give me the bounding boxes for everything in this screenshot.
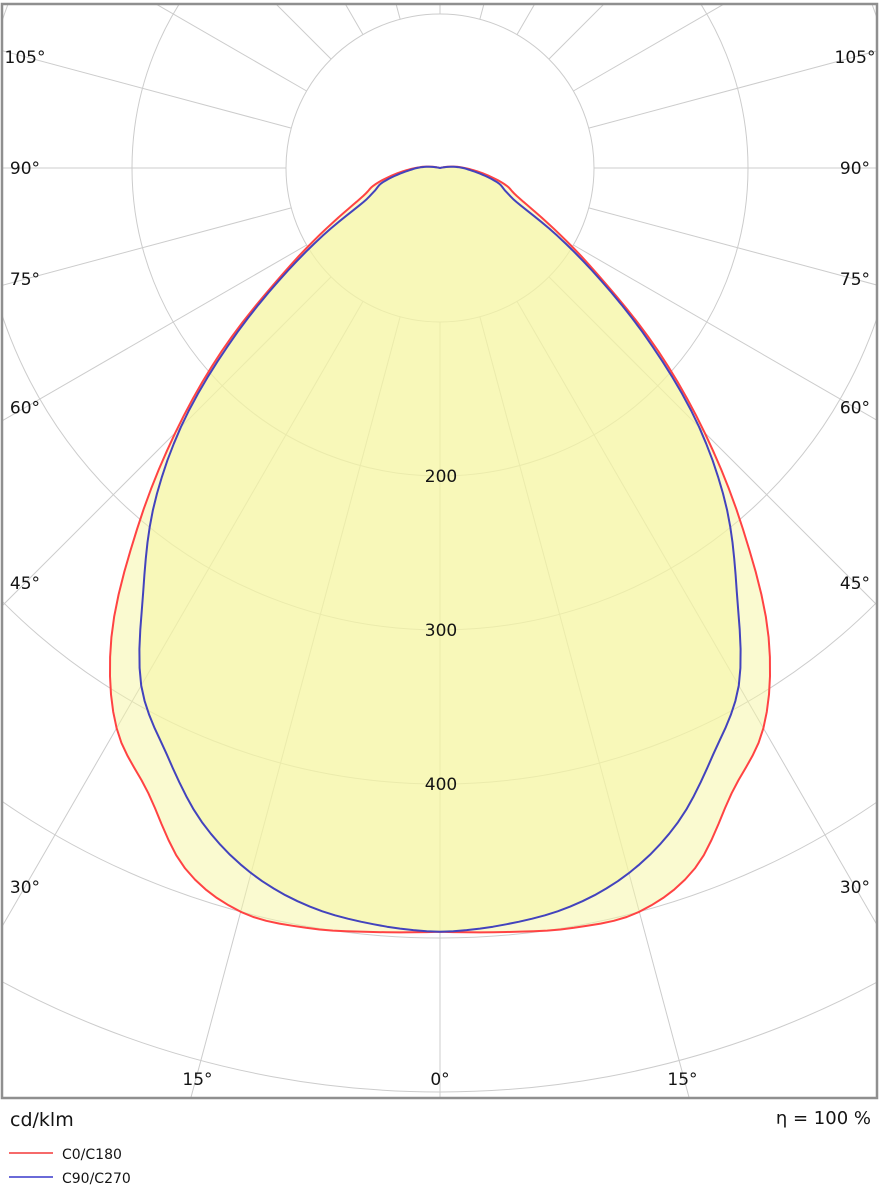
curve-c90-c270	[138, 165, 742, 933]
radial-label-200: 200	[425, 467, 457, 487]
angle-label-left-30: 30°	[10, 878, 40, 898]
grid-ray-300deg	[3, 244, 307, 421]
angle-label-right-30: 30°	[840, 878, 870, 898]
legend: C0/C180 C90/C270	[9, 1147, 131, 1187]
angle-label-left-45: 45°	[10, 574, 40, 594]
angle-axis-labels: 105° 105° 90° 90° 75° 75° 60° 60° 45° 45° 30° 30° 15…	[5, 48, 876, 1090]
angle-label-bottom-0: 0°	[430, 1070, 449, 1090]
grid-ray-75deg	[588, 207, 876, 286]
angle-label-right-60: 60°	[840, 399, 870, 419]
radial-label-400: 400	[425, 775, 457, 795]
angle-label-right-75: 75°	[840, 270, 870, 290]
angle-label-right-90: 90°	[840, 159, 870, 179]
angle-label-left-75: 75°	[10, 270, 40, 290]
radial-value-labels: 200 300 400	[425, 467, 457, 795]
unit-label: cd/klm	[10, 1109, 74, 1131]
angle-label-left-60: 60°	[10, 399, 40, 419]
angle-label-bottom--15: 15°	[182, 1070, 212, 1090]
angle-label-right-45: 45°	[840, 574, 870, 594]
angle-label-bottom-15: 15°	[667, 1070, 697, 1090]
angle-label-left-90: 90°	[10, 159, 40, 179]
radial-label-300: 300	[425, 621, 457, 641]
angle-label-left-105: 105°	[5, 48, 46, 68]
efficiency-label: η = 100 %	[776, 1108, 871, 1129]
angle-label-right-105: 105°	[835, 48, 876, 68]
legend-label-c0-c180: C0/C180	[62, 1147, 122, 1163]
grid-ray-285deg	[3, 207, 292, 286]
grid-ray-315deg	[3, 276, 332, 606]
grid-ray-255deg	[3, 50, 292, 129]
grid-ray-60deg	[573, 244, 876, 421]
plot-border	[0, 2, 879, 1100]
legend-label-c90-c270: C90/C270	[62, 1171, 131, 1187]
grid-ray-45deg	[548, 276, 876, 605]
grid-ray-105deg	[588, 50, 876, 129]
intensity-curves	[109, 165, 771, 934]
